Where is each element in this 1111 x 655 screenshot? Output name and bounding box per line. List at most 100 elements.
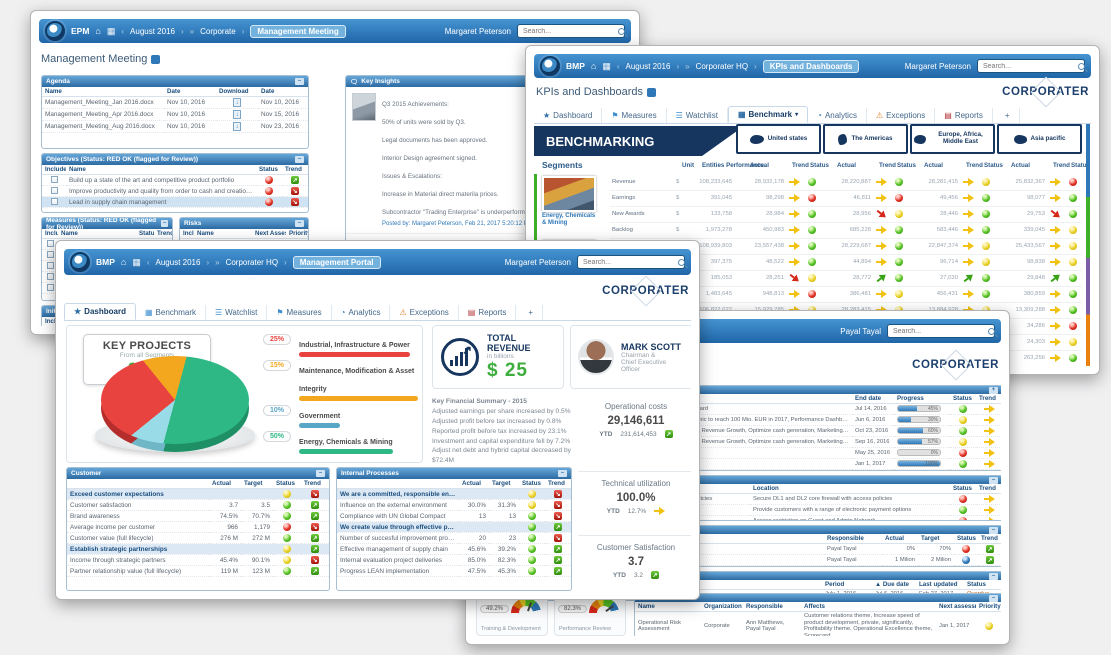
customer-row[interactable]: Establish strategic partnerships [67,543,329,555]
tab[interactable]: ⚑ Measures [602,108,667,123]
region-united-states[interactable]: United states [736,124,821,154]
period-label[interactable]: August 2016 [130,26,175,36]
collapse-icon[interactable]: – [989,476,998,484]
legend-item[interactable]: 50% Energy, Chemicals & Mining [263,430,418,454]
download-icon[interactable]: ↓ [233,110,241,119]
segment-card[interactable]: Energy, Chemicals & Mining [542,176,600,240]
include-checkbox[interactable] [46,284,54,292]
search-icon[interactable] [988,327,995,335]
my-risk-row[interactable]: Operational Risk Assessment Corporate Ann … [635,611,1001,636]
tab[interactable]: + [516,305,544,320]
collapse-icon[interactable]: – [558,470,567,477]
search-input[interactable] [887,324,995,338]
tab[interactable]: ★ Dashboard [534,108,603,123]
agenda-row[interactable]: Management_Meeting_Jan 2016.docx Nov 10, … [42,96,308,109]
collapse-icon[interactable]: – [295,156,304,163]
next-period-icon[interactable]: › [206,257,210,267]
home-icon[interactable]: ⌂ [95,26,101,36]
next-period-icon[interactable]: › [180,26,184,36]
insight-post[interactable]: Q3 2015 Achievements: 50% of units were … [346,87,630,234]
prev-period-icon[interactable]: ‹ [616,61,620,71]
process-row[interactable]: Number of succesful improvement processe… [337,532,571,544]
include-checkbox[interactable] [50,198,58,206]
tab[interactable]: ⚠ Exceptions [867,108,936,123]
region-americas[interactable]: The Americas [823,124,908,154]
breadcrumb-active[interactable]: KPIs and Dashboards [762,59,860,73]
search-icon[interactable] [618,27,625,35]
tab[interactable]: ▦ Benchmark [136,305,206,320]
collapse-icon[interactable]: – [989,594,998,602]
breadcrumb-parent[interactable]: Corporater HQ [695,61,749,71]
app-logo-icon[interactable] [70,252,90,272]
app-logo-icon[interactable] [540,56,560,76]
breadcrumb-active[interactable]: Management Portal [292,255,381,269]
tab[interactable]: ▤ Reports [935,108,993,123]
tab[interactable]: ▤ Reports [459,305,517,320]
user-menu[interactable]: Payal Tayal [840,326,881,336]
customer-row[interactable]: Customer value (full lifecycle) 276 M 272 … [67,532,329,544]
period-label[interactable]: August 2016 [625,61,671,71]
customer-row[interactable]: Brand awareness 74.5% 70.7% [67,510,329,522]
search-input[interactable] [517,24,625,38]
objective-row[interactable]: Improve productivity and quality from or… [42,185,308,197]
process-row[interactable]: Effective management of supply chain 45.6… [337,543,571,555]
collapse-icon[interactable]: – [989,526,998,534]
agenda-row[interactable]: Management_Meeting_Aug 2016.docx Nov 10, … [42,120,308,133]
legend-item[interactable]: 25% Industrial, Infrastructure & Power [263,334,418,357]
legend-item[interactable]: 10% Government [263,404,418,428]
search-icon[interactable] [1078,62,1085,70]
breadcrumb-parent[interactable]: Corporate [200,26,236,36]
next-period-icon[interactable]: › [676,61,680,71]
include-checkbox[interactable] [46,251,54,259]
include-checkbox[interactable] [50,176,58,184]
collapse-icon[interactable]: – [316,470,325,477]
tab[interactable]: ☰ Watchlist [206,305,268,320]
region-asia-pacific[interactable]: Asia pacific [997,124,1082,154]
download-icon[interactable]: ↓ [233,122,241,131]
include-checkbox[interactable] [50,187,58,195]
process-row[interactable]: Influence on the external environment 30.… [337,499,571,511]
collapse-icon[interactable]: – [161,220,168,227]
benchmark-row[interactable]: Revenue$108,939,803 23,557,438 28,229,68… [610,238,1082,255]
process-row[interactable]: We create value through effective proces… [337,521,571,533]
add-icon[interactable]: + [989,386,998,394]
objective-row[interactable]: Lead in supply chain management [42,196,308,208]
objective-row[interactable]: Build up a state of the art and competit… [42,174,308,186]
include-checkbox[interactable] [46,262,54,270]
user-menu[interactable]: Margaret Peterson [904,61,971,71]
app-logo-icon[interactable] [45,21,65,41]
process-row[interactable]: We are a committed, responsible enterpri… [337,488,571,500]
agenda-row[interactable]: Management_Meeting_Apr 2016.docx Nov 10, … [42,108,308,121]
prev-period-icon[interactable]: ‹ [121,26,125,36]
calendar-icon[interactable]: ▦ [602,60,611,71]
include-checkbox[interactable] [46,240,54,248]
region-europe-africa-me[interactable]: Europe, Africa, Middle East [910,124,995,154]
prev-period-icon[interactable]: ‹ [146,257,150,267]
tab[interactable]: ⚑ Measures [267,305,332,320]
process-row[interactable]: Compliance with UN Global Compact 13 13 [337,510,571,522]
tab[interactable]: ★ Dashboard [64,303,136,320]
include-checkbox[interactable] [46,273,54,281]
user-menu[interactable]: Margaret Peterson [504,257,571,267]
customer-row[interactable]: Exceed customer expectations [67,488,329,500]
search-input[interactable] [977,59,1085,73]
tab[interactable]: ⚠ Exceptions [390,305,459,320]
legend-item[interactable]: 15% Maintenance, Modification & Asset In… [263,360,418,402]
process-row[interactable]: Progress LEAN implementation 47.5% 45.3% [337,565,571,577]
collapse-icon[interactable]: – [295,220,304,227]
tab[interactable]: + [993,108,1020,123]
benchmark-row[interactable]: New Awards $133,758 28,984 28,956 28,446 … [610,206,1082,223]
customer-row[interactable]: Income through strategic partners 45.4% 90… [67,554,329,566]
segments-pie-chart[interactable] [101,356,249,444]
calendar-icon[interactable]: ▦ [132,256,141,267]
page-title-icon[interactable] [647,87,657,97]
tab[interactable]: ▦ Benchmark ▾ [727,106,809,123]
calendar-icon[interactable]: ▦ [106,25,116,36]
action-row[interactable]: Payal TayalProjects & Portfolio Details'… [521,447,1001,459]
home-icon[interactable]: ⌂ [590,61,597,71]
tab[interactable]: ☰ Watchlist [667,108,728,123]
benchmark-row[interactable]: Earnings $391,045 98,298 46,811 49,456 98… [610,190,1082,207]
customer-row[interactable]: Partner relationship value (full lifecyc… [67,565,329,577]
breadcrumb-parent[interactable]: Corporater HQ [225,257,279,267]
process-row[interactable]: Internal evaluation project deliveries 85… [337,554,571,566]
